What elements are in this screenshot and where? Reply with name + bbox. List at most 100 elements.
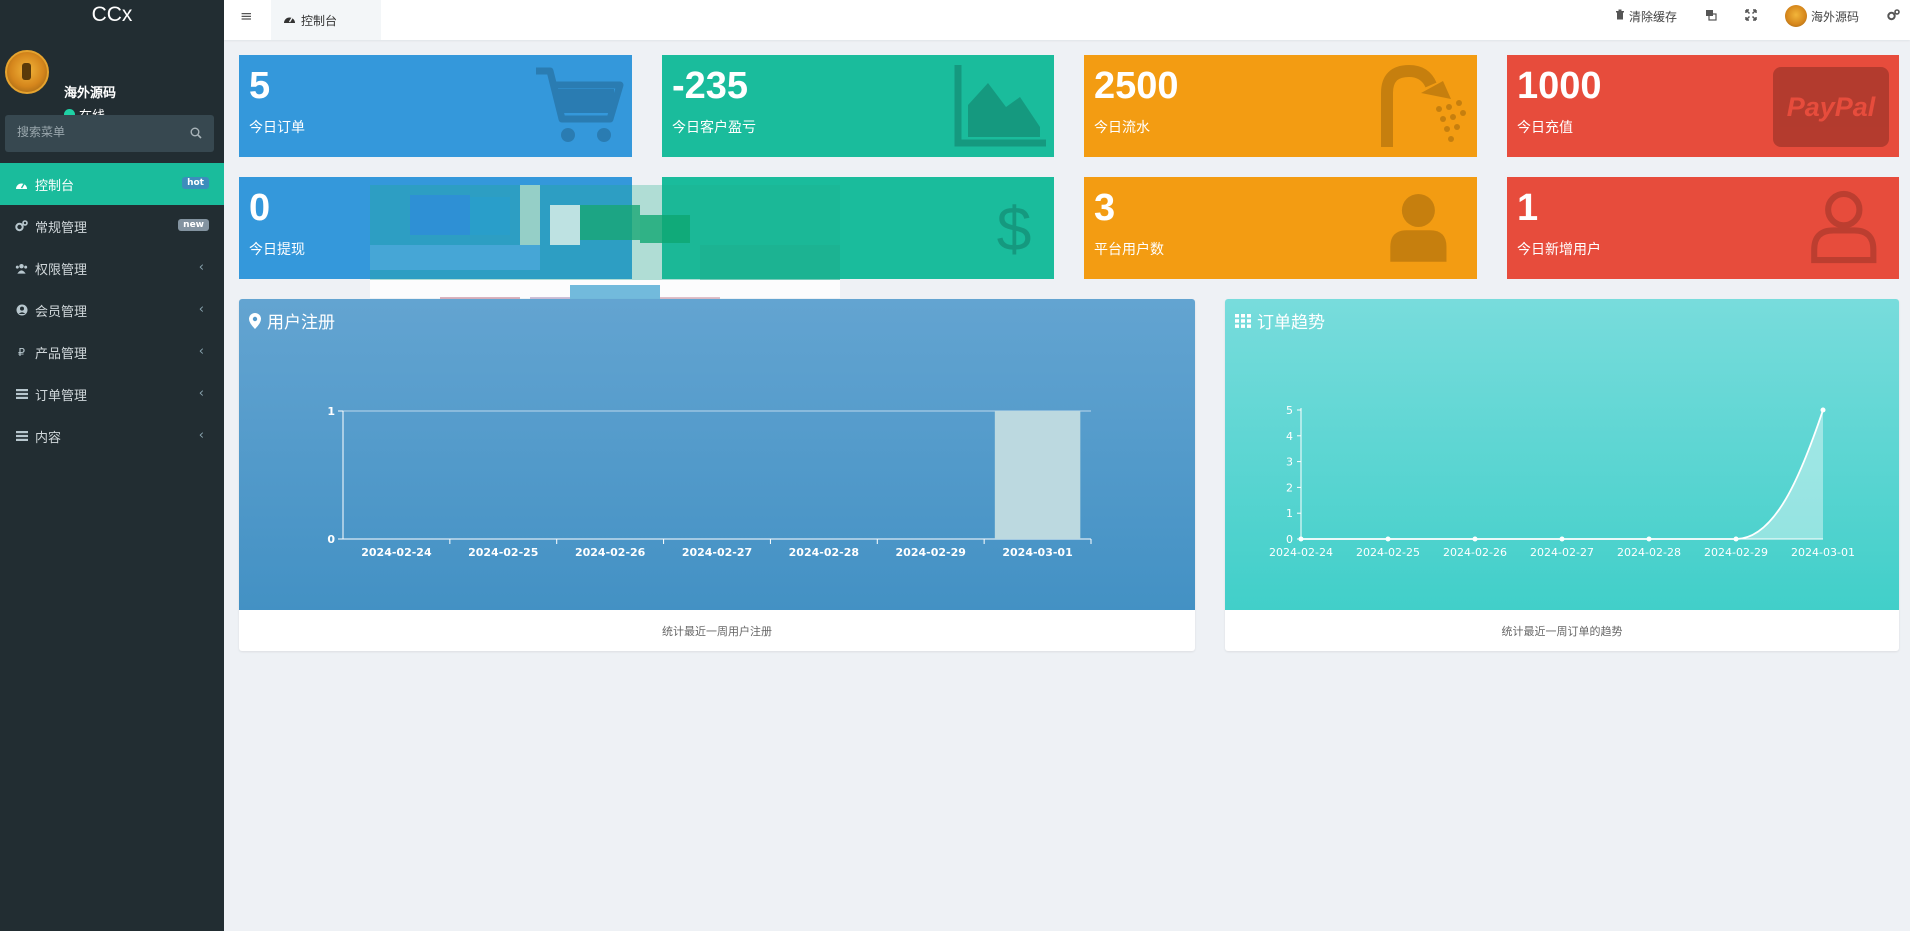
panel-header: 用户注册 0 1 2024-02-24 2024-02-25 2024-02-26 202… xyxy=(239,299,1195,610)
stat-label: 今日充值 xyxy=(1517,120,1573,136)
stat-value: 2500 xyxy=(1094,65,1179,107)
top-navbar: ≡ 控制台 清除缓存 海外源码 xyxy=(224,0,1910,40)
data-point xyxy=(1559,536,1565,542)
x-tick-label: 2024-02-24 xyxy=(361,546,432,559)
y-tick-label: 3 xyxy=(1286,456,1293,469)
username-label: 海外源码 xyxy=(1810,9,1859,24)
new-badge: new xyxy=(178,219,209,231)
user-menu[interactable]: 海外源码 xyxy=(1784,5,1859,27)
stat-label: 平台用户数 xyxy=(1094,242,1164,258)
stat-card-recharge: 1000 今日充值 PayPal xyxy=(1507,55,1899,157)
data-point xyxy=(1733,536,1739,542)
dashboard-icon xyxy=(15,178,28,191)
y-tick-label: 4 xyxy=(1286,430,1293,443)
sidebar-item-dashboard[interactable]: 控制台 hot xyxy=(0,163,224,205)
stat-value: 5 xyxy=(249,65,271,107)
y-tick-label: 0 xyxy=(327,533,335,546)
paypal-icon: PayPal xyxy=(1773,67,1889,147)
clear-cache-label: 清除缓存 xyxy=(1628,9,1677,24)
panel-footer: 统计最近一周用户注册 xyxy=(662,625,772,638)
user-circle-icon xyxy=(15,304,28,317)
fullscreen-button[interactable] xyxy=(1745,8,1757,24)
data-point xyxy=(1646,536,1652,542)
x-tick-label: 2024-02-25 xyxy=(468,546,538,559)
panel-footer: 统计最近一周订单的趋势 xyxy=(1501,625,1623,638)
clear-cache-button[interactable]: 清除缓存 xyxy=(1615,8,1677,25)
y-tick-label: 5 xyxy=(1286,404,1293,417)
hot-badge: hot xyxy=(182,177,209,189)
settings-button[interactable] xyxy=(1887,8,1900,24)
chevron-left-icon: ‹ xyxy=(198,428,204,443)
list-icon xyxy=(15,430,28,443)
fullscreen-icon xyxy=(1745,8,1757,24)
stat-card-hidden: $ xyxy=(662,177,1054,279)
panel-title-label: 用户注册 xyxy=(267,313,335,333)
x-tick-label: 2024-02-27 xyxy=(682,546,752,559)
user-name: 海外源码 xyxy=(64,86,117,101)
x-tick-label: 2024-02-25 xyxy=(1356,546,1420,559)
y-tick-label: 1 xyxy=(1286,507,1293,520)
grid-icon xyxy=(1235,313,1251,328)
chevron-left-icon: ‹ xyxy=(198,344,204,359)
bar xyxy=(994,411,1081,539)
cart-icon xyxy=(536,67,624,142)
bar-chart: 0 1 2024-02-24 2024-02-25 2024-02-26 2024-02-… xyxy=(327,405,1092,559)
x-tick-label: 2024-02-28 xyxy=(1617,546,1681,559)
y-tick-label: 0 xyxy=(1286,533,1293,546)
tab-dashboard[interactable]: 控制台 xyxy=(271,0,381,40)
search-icon[interactable] xyxy=(190,127,202,139)
stat-card-users: 3 平台用户数 xyxy=(1084,177,1477,279)
search-input[interactable] xyxy=(17,125,177,139)
x-tick-label: 2024-02-29 xyxy=(1704,546,1768,559)
dashboard-icon xyxy=(283,13,296,27)
group-icon xyxy=(15,262,28,275)
x-tick-label: 2024-02-26 xyxy=(575,546,646,559)
sidebar: CCx 海外源码 在线 控制台 hot 常规管理 new xyxy=(0,0,224,931)
brand-logo[interactable]: CCx xyxy=(91,3,133,26)
language-icon xyxy=(1705,9,1717,24)
sidebar-item-members[interactable]: 会员管理 ‹ xyxy=(0,289,224,331)
map-marker-icon xyxy=(249,312,261,329)
stat-value: 0 xyxy=(249,187,271,229)
svg-text:$: $ xyxy=(997,194,1032,264)
sidebar-menu: 控制台 hot 常规管理 new 权限管理 ‹ 会员管理 ‹ ₽ 产品管理 xyxy=(0,163,224,457)
stat-label: 今日提现 xyxy=(249,242,305,258)
paypal-logo-text: PayPal xyxy=(1786,91,1876,122)
sidebar-toggle-icon[interactable]: ≡ xyxy=(240,7,253,25)
sidebar-item-general[interactable]: 常规管理 new xyxy=(0,205,224,247)
sidebar-search xyxy=(5,115,214,152)
avatar xyxy=(5,50,49,94)
x-tick-label: 2024-02-27 xyxy=(1530,546,1594,559)
cogs-icon xyxy=(1887,8,1900,24)
chevron-left-icon: ‹ xyxy=(198,386,204,401)
stat-label: 今日订单 xyxy=(249,120,305,136)
sidebar-item-label: 会员管理 xyxy=(35,304,88,320)
stat-label: 今日客户盈亏 xyxy=(672,120,756,136)
panel-order-trend: 订单趋势 0 1 2 3 4 5 2024-02-24 2024-02-25 2024-02-2… xyxy=(1225,299,1899,651)
stat-value: 1 xyxy=(1517,187,1539,229)
data-point xyxy=(1820,407,1826,413)
stat-card-orders: 5 今日订单 xyxy=(239,55,632,157)
ruble-icon: ₽ xyxy=(18,345,25,359)
sidebar-item-products[interactable]: ₽ 产品管理 ‹ xyxy=(0,331,224,373)
series-line xyxy=(1301,409,1824,540)
shower-icon xyxy=(1381,64,1466,147)
sidebar-item-label: 控制台 xyxy=(35,178,75,194)
trash-icon xyxy=(1615,9,1625,23)
sidebar-item-content[interactable]: 内容 ‹ xyxy=(0,415,224,457)
sidebar-item-label: 权限管理 xyxy=(35,262,88,278)
online-dot-icon xyxy=(64,109,75,120)
topnav-right: 清除缓存 海外源码 xyxy=(1615,0,1910,32)
data-point xyxy=(1472,536,1478,542)
language-button[interactable] xyxy=(1705,9,1717,24)
area-fill xyxy=(1301,410,1823,539)
stat-label: 今日流水 xyxy=(1094,120,1150,136)
data-point xyxy=(1298,536,1304,542)
sidebar-item-auth[interactable]: 权限管理 ‹ xyxy=(0,247,224,289)
sidebar-item-orders[interactable]: 订单管理 ‹ xyxy=(0,373,224,415)
user-panel: 海外源码 在线 xyxy=(0,30,224,124)
panel-title: 订单趋势 xyxy=(1235,308,1325,333)
x-tick-label: 2024-02-28 xyxy=(789,546,859,559)
panel-user-register: 用户注册 0 1 2024-02-24 2024-02-25 2024-02-26 202… xyxy=(239,299,1195,651)
user-outline-icon xyxy=(1811,190,1877,264)
